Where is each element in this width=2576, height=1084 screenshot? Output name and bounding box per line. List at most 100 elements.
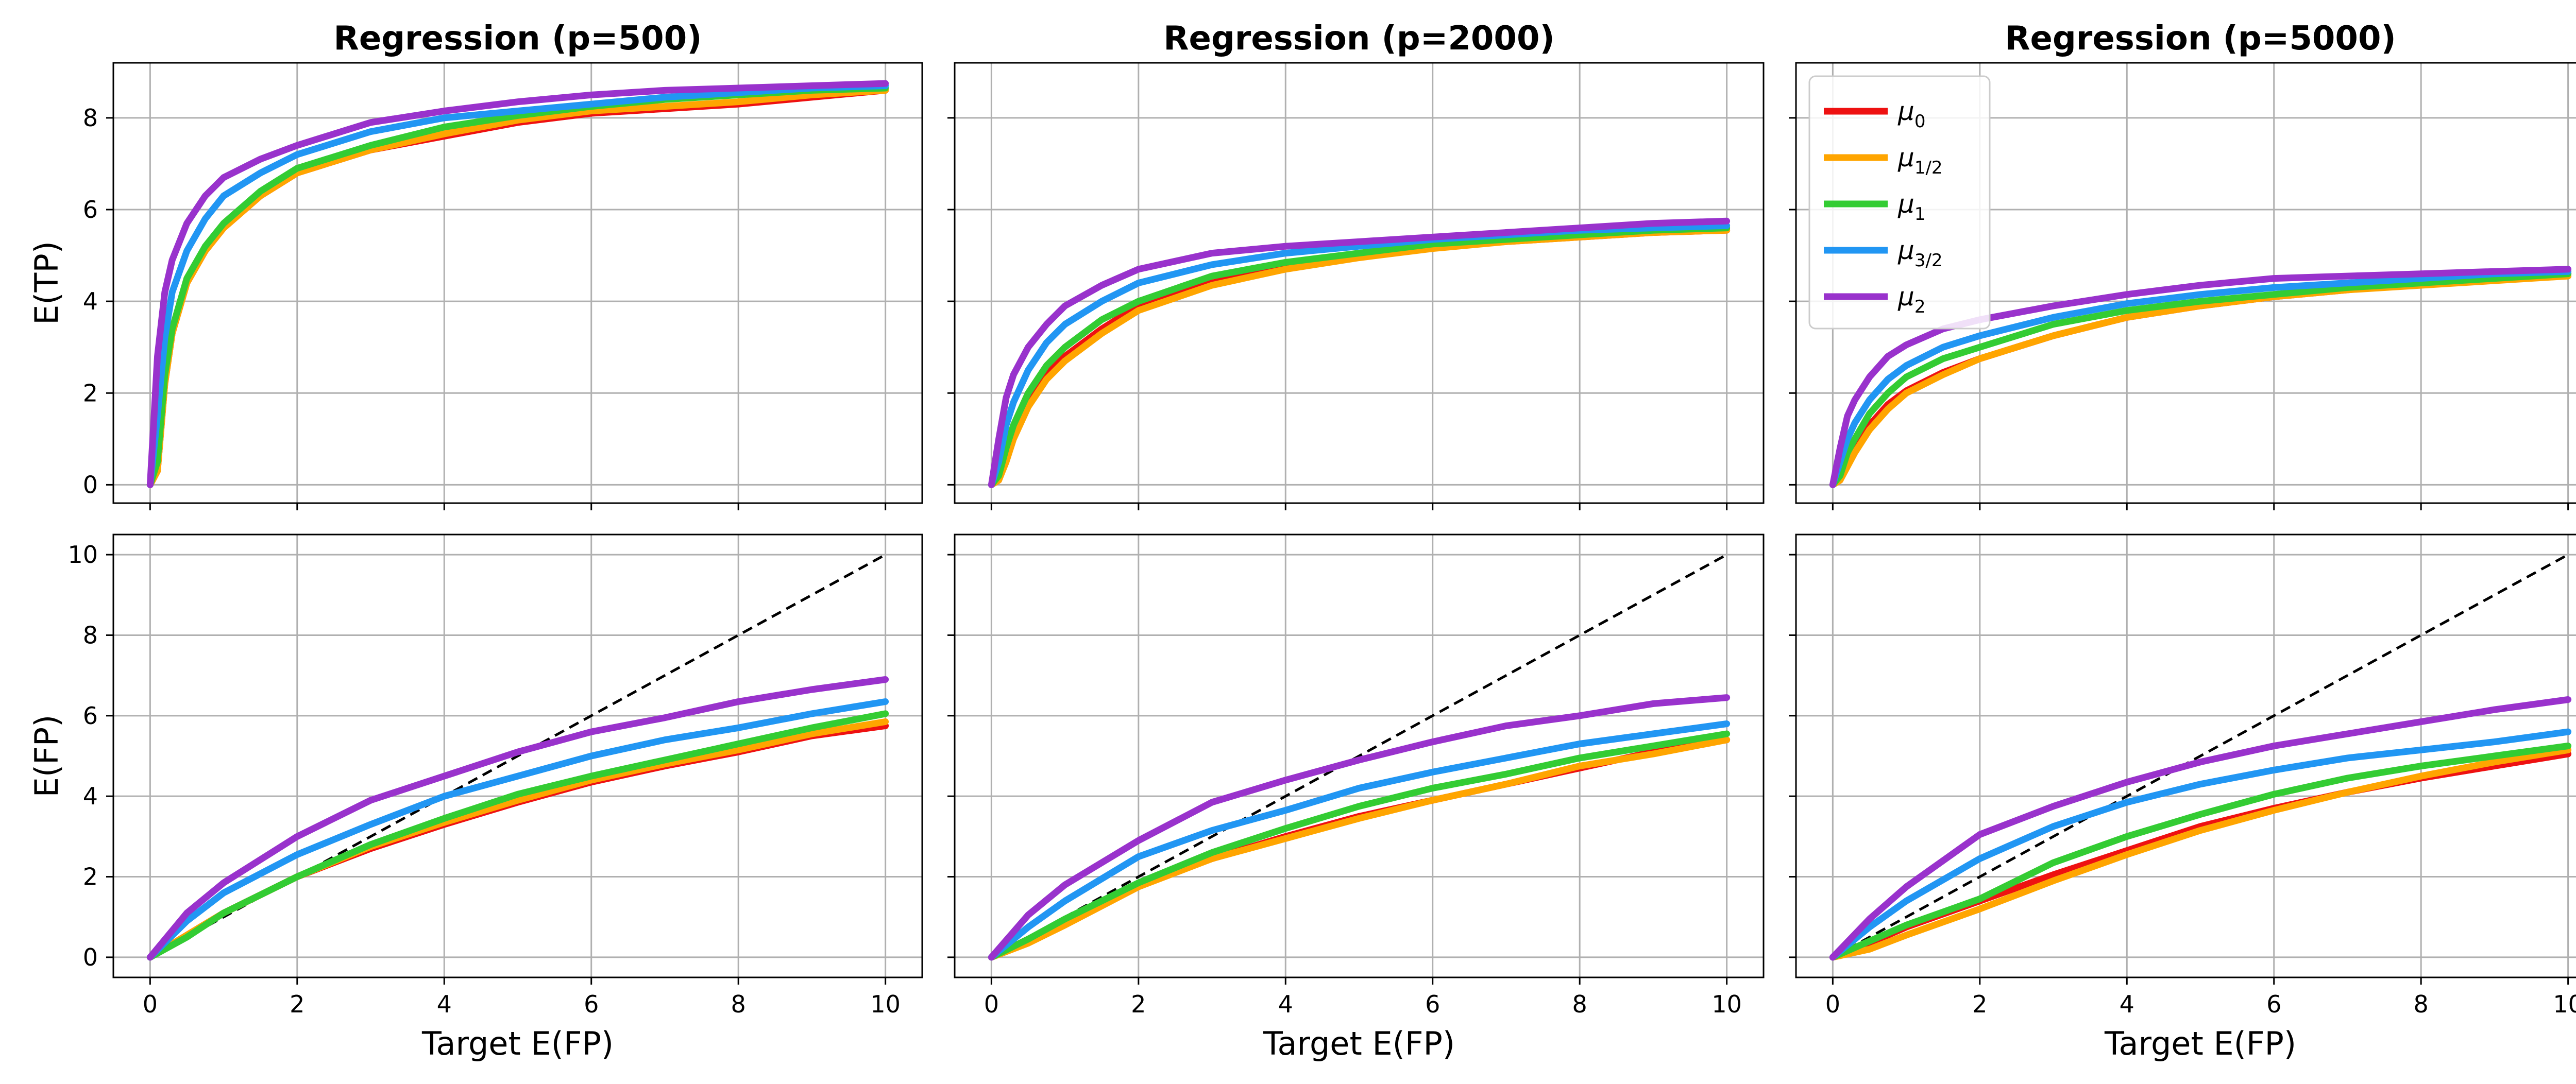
series-line-mu2 [988,694,1731,961]
series-line-mu1 [988,730,1731,961]
x-tick-label: 4 [2120,990,2134,1018]
series-line-mu_half [988,736,1731,961]
panel-bottom-1: 0 2 4 6 8 10 Target E(FP) [947,534,1765,1062]
legend-symbol: μ [1897,189,1914,219]
panel-top-1: Regression (p=2000) [947,20,1765,510]
legend-symbol: μ [1897,282,1914,312]
series-line-mu2 [146,80,889,488]
series-line-mu_3half [1829,728,2572,961]
y-tick-label: 4 [83,782,98,810]
legend-entry-mu1: μ1 [1824,189,1925,225]
y-tick-label: 10 [67,541,98,569]
y-tick-label: 8 [83,104,98,132]
plot-frame [1795,534,2576,978]
x-tick-label: 4 [1278,990,1293,1018]
panel-top-0: 0 2 4 6 8 Regression (p=500) E(TP) [28,20,923,510]
legend-subscript: 0 [1914,111,1926,132]
plot-area [955,63,1764,503]
legend-symbol: μ [1897,235,1914,265]
y-tick-label: 6 [83,196,98,223]
legend-entry-mu0: μ0 [1824,96,1925,132]
plot-frame [954,62,1765,504]
x-tick-label: 0 [143,990,158,1018]
legend-label: μ0 [1897,96,1925,132]
series-group [146,80,889,488]
series-group [1829,266,2572,488]
legend-subscript: 1 [1914,204,1926,225]
x-tick-label: 2 [290,990,304,1018]
series-line-mu_3half [146,82,889,488]
series-line-mu1 [1829,270,2572,488]
plot-frame [112,534,923,978]
legend-symbol: μ [1897,143,1914,173]
legend-subscript: 1/2 [1914,158,1943,178]
y-tick-label: 2 [83,379,98,407]
series-line-mu_half [1829,746,2572,961]
series-group [988,553,1731,961]
x-tick-label: 8 [731,990,746,1018]
plot-frame [112,62,923,504]
y-axis-label: E(FP) [28,715,65,798]
plot-area [1796,535,2576,977]
series-line-mu2 [988,217,1731,488]
legend-subscript: 2 [1914,297,1926,317]
legend-label: μ3/2 [1897,235,1943,271]
x-tick-label: 8 [1572,990,1587,1018]
x-tick-label: 6 [1425,990,1440,1018]
x-tick-label: 10 [1711,990,1742,1018]
y-tick-label: 4 [83,287,98,315]
series-line-mu_3half [988,720,1731,961]
x-tick-label: 6 [2266,990,2281,1018]
series-line-mu2 [1829,696,2572,961]
y-axis-label: E(TP) [28,241,65,325]
panel-bottom-2: 0 2 4 6 8 10 Target E(FP) [1789,534,2576,1062]
legend-entry-mu_3half: μ3/2 [1824,235,1943,271]
x-tick-label: 2 [1131,990,1146,1018]
x-tick-label: 2 [1972,990,1987,1018]
x-tick-label: 10 [2553,990,2576,1018]
reference-line [1832,553,2569,959]
x-axis-label: Target E(FP) [421,1025,614,1062]
x-axis-label: Target E(FP) [1263,1025,1455,1062]
x-tick-label: 10 [870,990,901,1018]
legend-entry-mu2: μ2 [1824,282,1925,317]
panel-title: Regression (p=500) [334,20,702,58]
plot-area [113,63,922,503]
legend-box [1808,75,1991,330]
legend-label: μ1 [1897,189,1925,225]
x-axis-label: Target E(FP) [2104,1025,2296,1062]
series-line-mu1 [146,710,889,961]
panels-layer: 0 2 4 6 8 Regression (p=500) E(TP) Regression (… [28,20,2576,1062]
series-group [1829,553,2572,961]
y-tick-label: 0 [83,943,98,971]
legend-symbol: μ [1897,96,1914,126]
y-tick-label: 2 [83,863,98,891]
series-line-mu2 [146,676,889,961]
series-line-mu_3half [146,698,889,961]
y-tick-label: 0 [83,471,98,498]
series-group [146,553,889,961]
x-tick-label: 0 [984,990,999,1018]
legend-subscript: 3/2 [1914,250,1943,271]
panel-title: Regression (p=5000) [2005,20,2396,58]
reference-line [991,553,1727,959]
y-tick-label: 6 [83,702,98,730]
panel-title: Regression (p=2000) [1163,20,1554,58]
legend-label: μ2 [1897,282,1925,317]
series-line-mu_3half [1829,268,2572,488]
series-line-mu1 [988,225,1731,488]
panel-bottom-0: 0 2 4 6 8 10 0 2 4 6 8 10 Target E(FP) E(FP) [28,534,923,1062]
plot-frame [954,534,1765,978]
plot-frame [1795,62,2576,504]
legend-label: μ1/2 [1897,143,1943,178]
x-tick-label: 6 [584,990,599,1018]
x-tick-label: 4 [437,990,452,1018]
legend-entry-mu_half: μ1/2 [1824,143,1943,178]
x-tick-label: 0 [1825,990,1840,1018]
series-line-mu1 [1829,743,2572,961]
y-tick-label: 8 [83,621,98,649]
series-group [988,217,1731,488]
